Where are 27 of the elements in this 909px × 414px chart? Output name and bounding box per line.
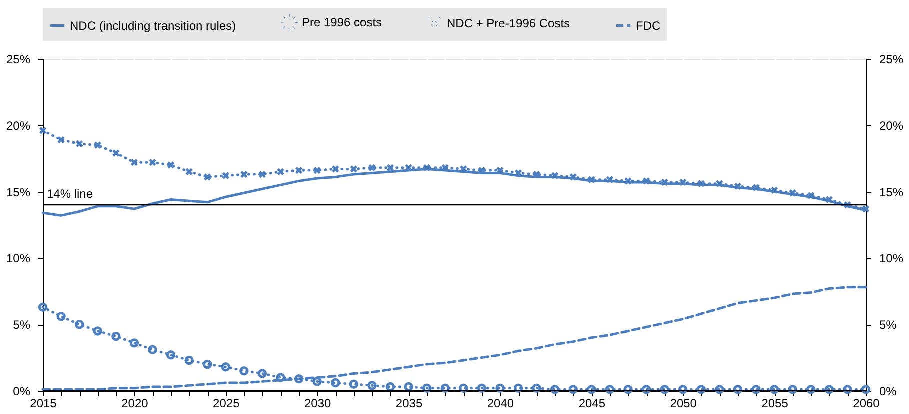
y-tick-label: 25% [6,52,31,66]
x-tick-label: 2045 [578,396,606,410]
y-tick-label: 5% [13,318,31,332]
x-tick-label: 2040 [487,396,514,410]
x-tick-label: 2025 [213,396,240,410]
y2-tick-label: 20% [880,118,904,133]
y-tick-label: 0% [13,384,31,398]
y-tick-label: 15% [6,185,31,200]
y2-tick-label: 0% [880,384,898,398]
y-tick-label: 20% [6,118,31,133]
legend-label: Pre 1996 costs [302,16,382,30]
legend-label: FDC [636,18,661,33]
y2-tick-label: 15% [880,185,904,200]
x-tick-label: 2060 [853,396,880,410]
y-tick-label: 10% [6,252,31,266]
x-tick-label: 2035 [396,396,423,410]
ref-line-label: 14% line [47,187,94,202]
legend-label: NDC + Pre-1996 Costs [447,16,570,30]
x-tick-label: 2055 [762,396,789,410]
x-tick-label: 2050 [670,396,698,410]
x-tick-label: 2015 [30,396,58,410]
y2-tick-label: 5% [880,318,898,332]
y2-tick-label: 25% [880,52,904,66]
legend-label: NDC (including transition rules) [70,18,236,33]
y2-tick-label: 10% [880,252,904,266]
x-tick-label: 2030 [304,396,332,410]
x-tick-label: 2020 [122,396,149,410]
